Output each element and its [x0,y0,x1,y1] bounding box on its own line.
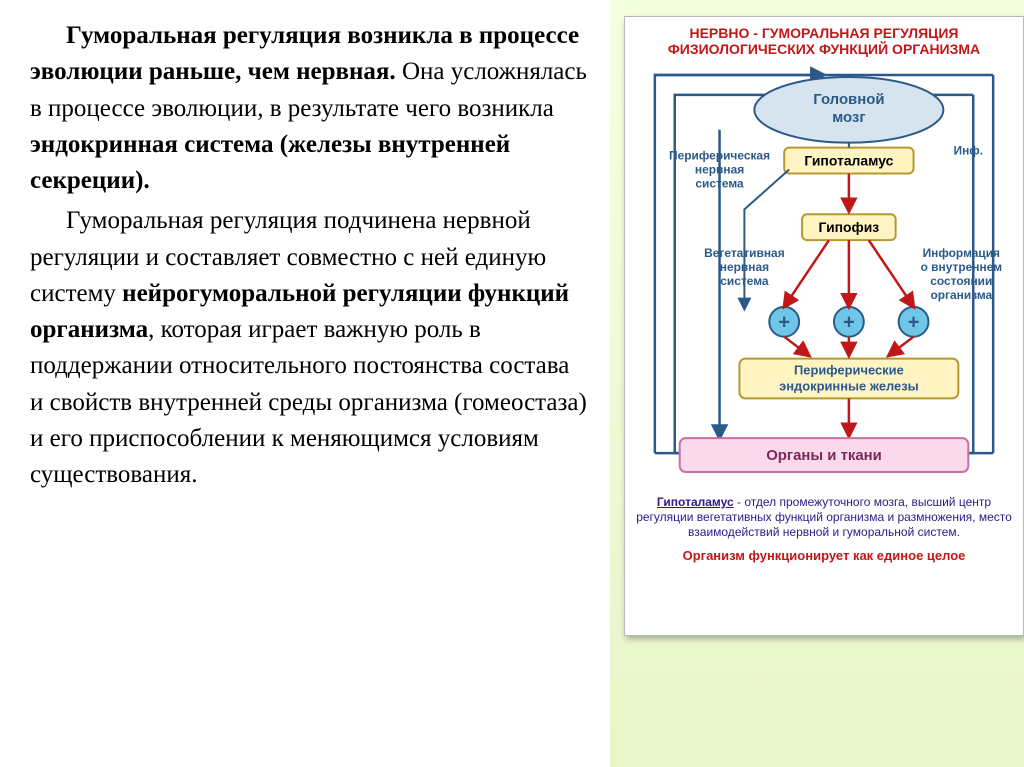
diagram-panel: НЕРВНО - ГУМОРАЛЬНАЯ РЕГУЛЯЦИЯ ФИЗИОЛОГИ… [610,0,1024,767]
diagram-title: НЕРВНО - ГУМОРАЛЬНАЯ РЕГУЛЯЦИЯ ФИЗИОЛОГИ… [625,17,1023,59]
hypothalamus-label: Гипоталамус [804,153,893,169]
diagram-svg: Головной мозг Гипоталамус Гипофиз Перифе… [625,59,1023,489]
info-short: Инф. [953,144,983,158]
paragraph-1: Гуморальная регуляция возникла в процесс… [30,18,588,199]
hypophysis-label: Гипофиз [819,219,880,235]
svg-text:+: + [843,312,855,334]
caption-bold: Гипоталамус [657,495,734,509]
brain-label: Головной [813,91,884,108]
diagram-card: НЕРВНО - ГУМОРАЛЬНАЯ РЕГУЛЯЦИЯ ФИЗИОЛОГИ… [624,16,1024,636]
p1-endocrine: эндокринная система (железы внутренней с… [30,131,510,194]
svg-text:Информация: Информация [923,246,1000,260]
svg-text:мозг: мозг [832,109,865,126]
svg-text:+: + [778,312,790,334]
paragraph-2: Гуморальная регуляция подчинена нервной … [30,203,588,493]
svg-text:о внутреннем: о внутреннем [921,260,1002,274]
svg-text:состоянии: состоянии [930,274,992,288]
diagram-caption: Гипоталамус - отдел промежуточного мозга… [625,489,1023,542]
svg-text:+: + [908,312,920,334]
svg-text:Периферические: Периферические [794,362,904,377]
svg-text:организма: организма [930,288,992,302]
text-panel: Гуморальная регуляция возникла в процесс… [0,0,610,767]
plus-nodes: + + + [769,307,928,337]
diagram-caption2: Организм функционирует как единое целое [625,542,1023,569]
svg-text:эндокринные железы: эндокринные железы [779,378,919,393]
organs-label: Органы и ткани [766,447,882,464]
